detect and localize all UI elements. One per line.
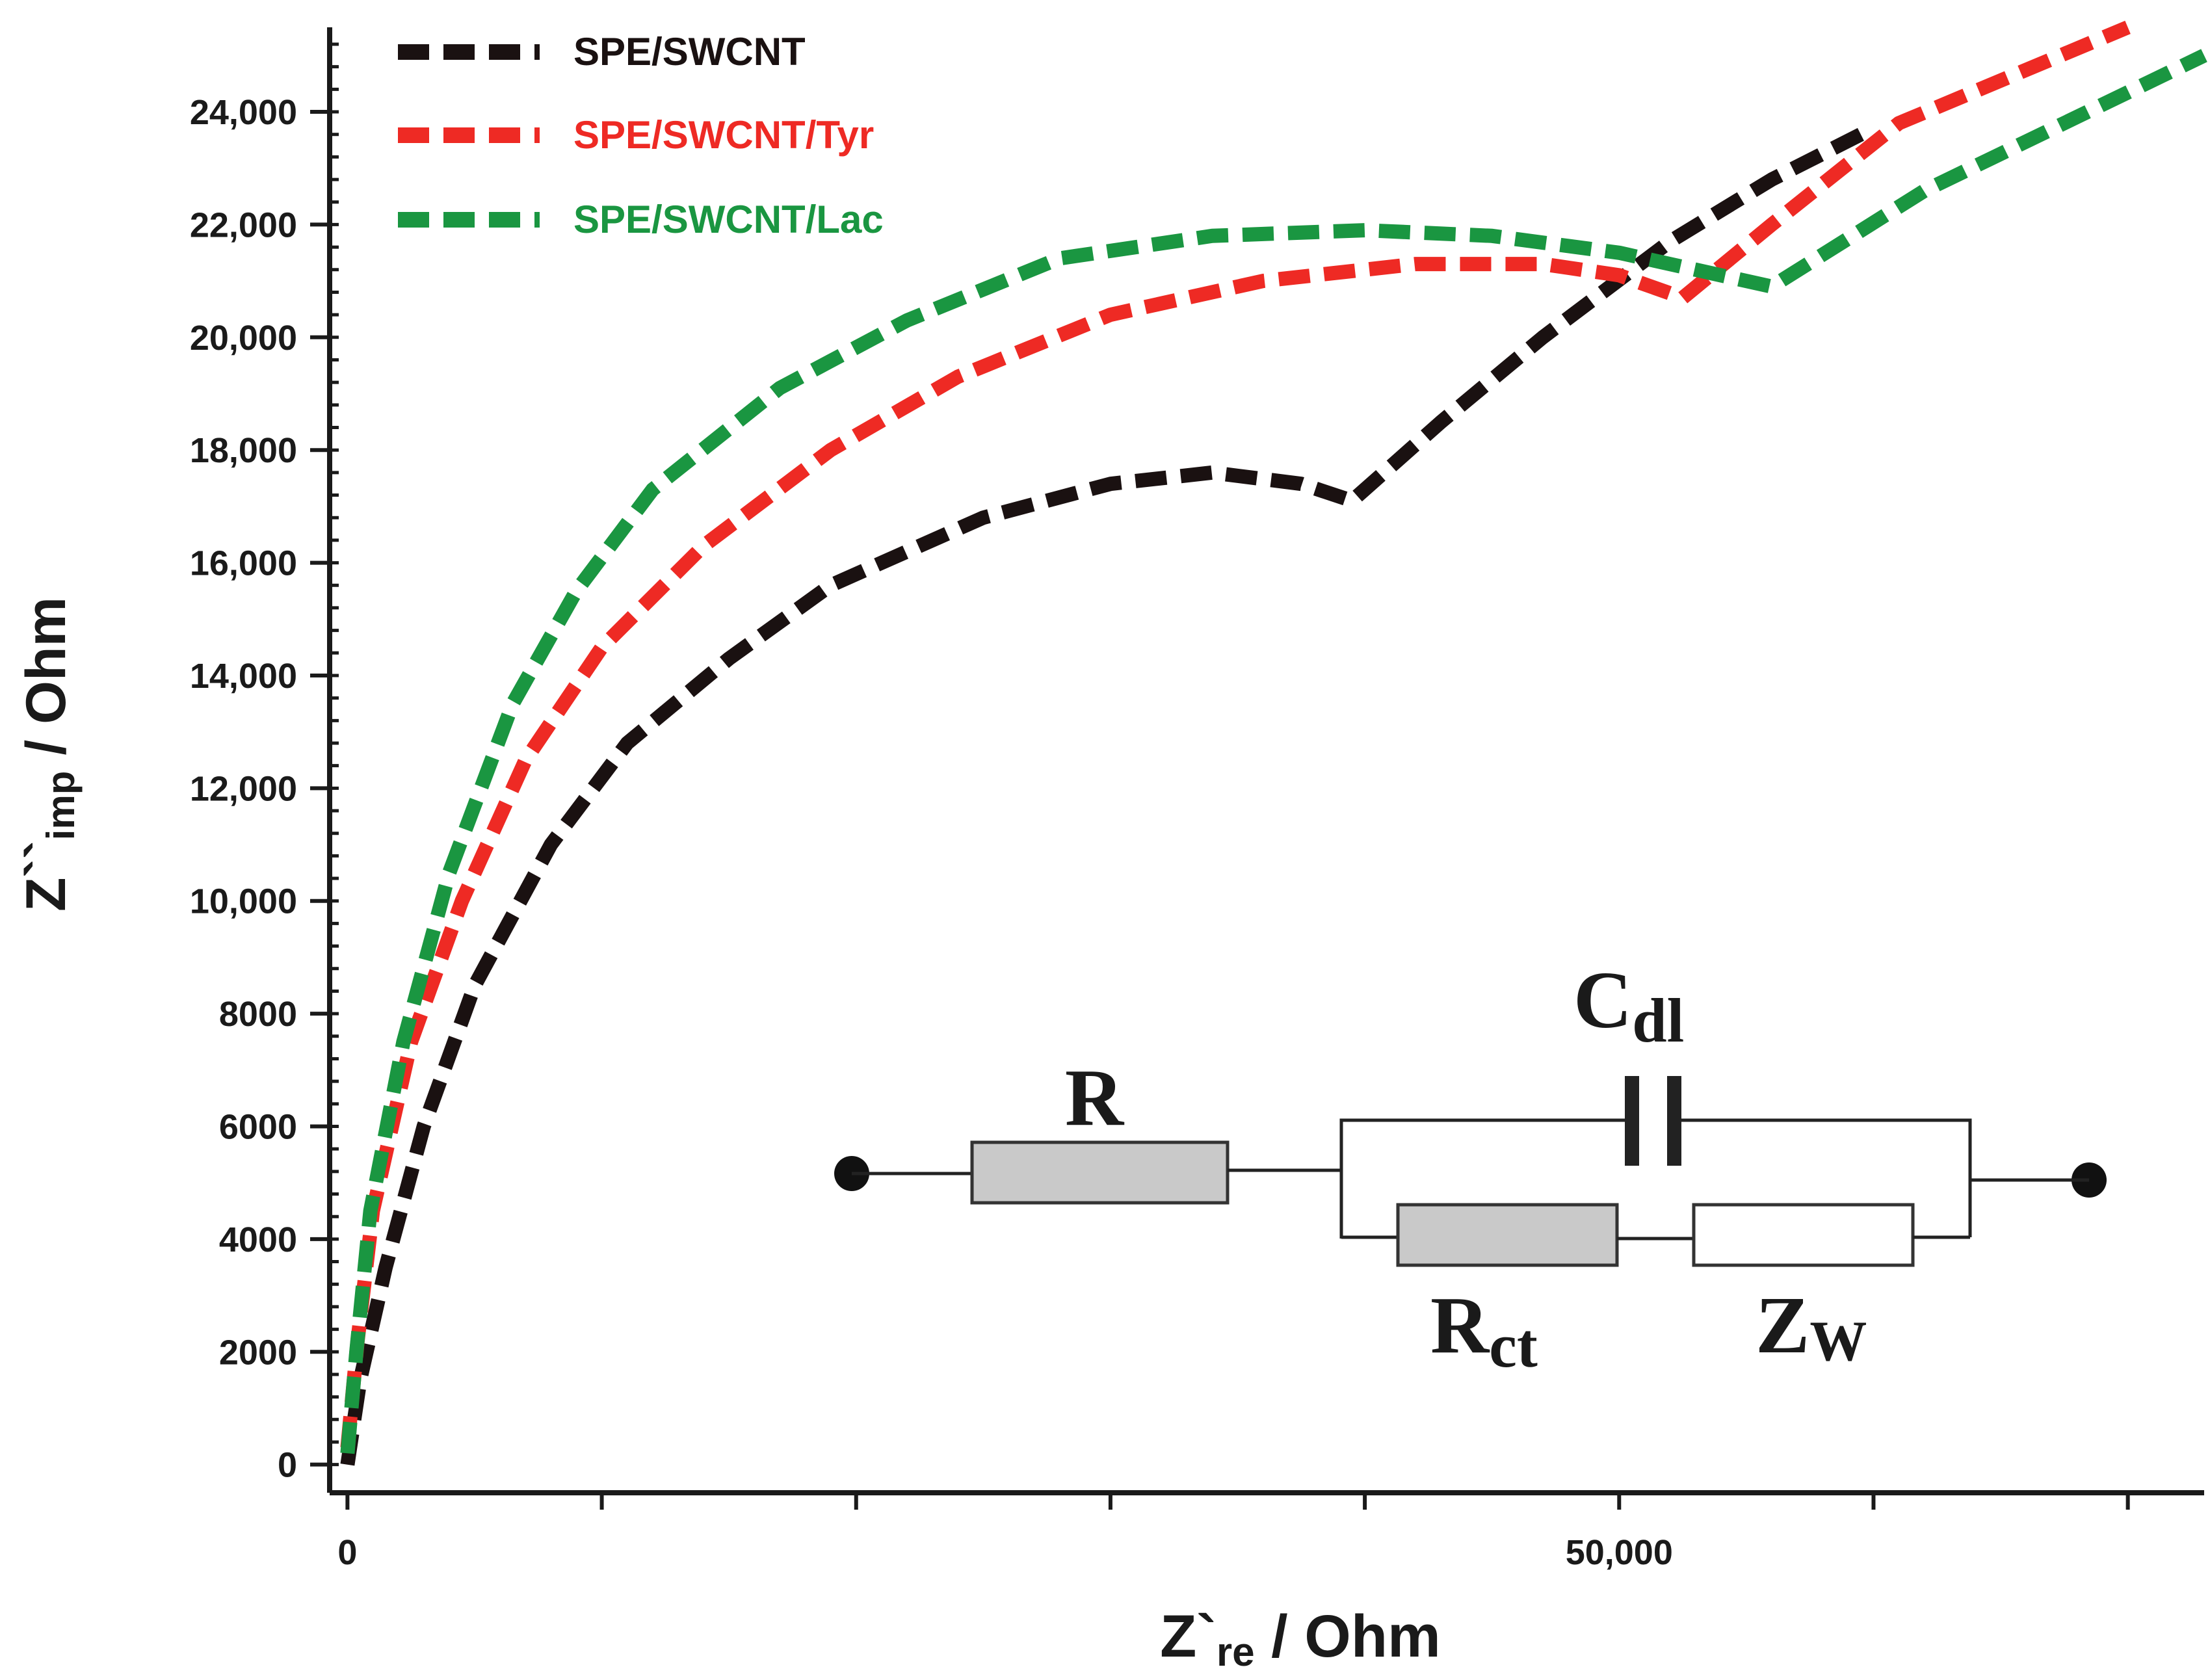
label-Cdl-main: C — [1573, 956, 1632, 1045]
y-axis-title-sub: imp — [39, 771, 83, 841]
y-tick-label: 24,000 — [190, 93, 297, 132]
label-Rct-main: R — [1430, 1281, 1490, 1371]
warburg-element-Zw — [1692, 1203, 1915, 1267]
resistor-R — [970, 1140, 1230, 1205]
y-tick-label: 12,000 — [190, 769, 297, 808]
y-tick-label: 8000 — [219, 995, 297, 1034]
y-tick-label: 14,000 — [190, 657, 297, 696]
legend-label-2: SPE/SWCNT/Tyr — [573, 113, 874, 157]
label-R: R — [1065, 1053, 1125, 1143]
series-layer — [340, 20, 2207, 1466]
legend: SPE/SWCNT SPE/SWCNT/Tyr SPE/SWCNT/Lac — [398, 30, 884, 241]
y-tick-label: 18,000 — [190, 431, 297, 470]
series-line-1 — [340, 127, 1864, 1466]
circuit-labels: R Cdl Rct ZW — [1065, 956, 1867, 1380]
label-Zw-main: Z — [1756, 1281, 1809, 1371]
y-major-ticks: 0 2000 4000 6000 8000 10,000 12,000 14,000 16,00… — [190, 93, 330, 1485]
x-axis-title: Z`re / Ohm — [1160, 1603, 1441, 1675]
circuit-wire — [1339, 1118, 1629, 1239]
y-minor-ticks — [327, 42, 339, 1467]
x-axis-title-main: Z` — [1160, 1603, 1217, 1670]
y-tick-label: 20,000 — [190, 319, 297, 358]
y-tick-label: 16,000 — [190, 544, 297, 583]
y-axis-title: Z``imp / Ohm — [15, 597, 83, 912]
x-tick-label: 50,000 — [1566, 1533, 1673, 1572]
y-tick-label: 2000 — [219, 1333, 297, 1372]
y-tick-label: 22,000 — [190, 205, 297, 244]
x-tick-label: 0 — [337, 1533, 357, 1572]
y-tick-label: 6000 — [219, 1108, 297, 1147]
x-ticks: 0 50,000 — [337, 1493, 2130, 1572]
y-tick-label: 10,000 — [190, 882, 297, 921]
x-axis-title-rest: / Ohm — [1255, 1603, 1441, 1670]
legend-label-3: SPE/SWCNT/Lac — [573, 198, 884, 241]
circuit-wire — [1677, 1118, 1972, 1237]
y-tick-label: 4000 — [219, 1220, 297, 1259]
label-Cdl-sub: dl — [1632, 986, 1684, 1055]
series-line-3 — [340, 49, 2207, 1454]
label-Cdl: Cdl — [1573, 956, 1684, 1055]
resistor-Rct — [1396, 1203, 1619, 1267]
series-line-2 — [340, 20, 2131, 1449]
label-Rct: Rct — [1430, 1281, 1538, 1380]
circuit-inset — [834, 1076, 2107, 1267]
x-axis-title-sub: re — [1217, 1630, 1255, 1675]
label-Zw: ZW — [1756, 1281, 1867, 1373]
y-tick-label: 0 — [278, 1446, 297, 1485]
y-axis-title-main: Z`` — [15, 840, 77, 912]
label-Rct-sub: ct — [1489, 1311, 1538, 1380]
axes — [327, 27, 2204, 1495]
legend-label-1: SPE/SWCNT — [573, 30, 806, 73]
y-axis-title-rest: / Ohm — [15, 597, 77, 771]
label-Zw-sub: W — [1809, 1310, 1867, 1373]
